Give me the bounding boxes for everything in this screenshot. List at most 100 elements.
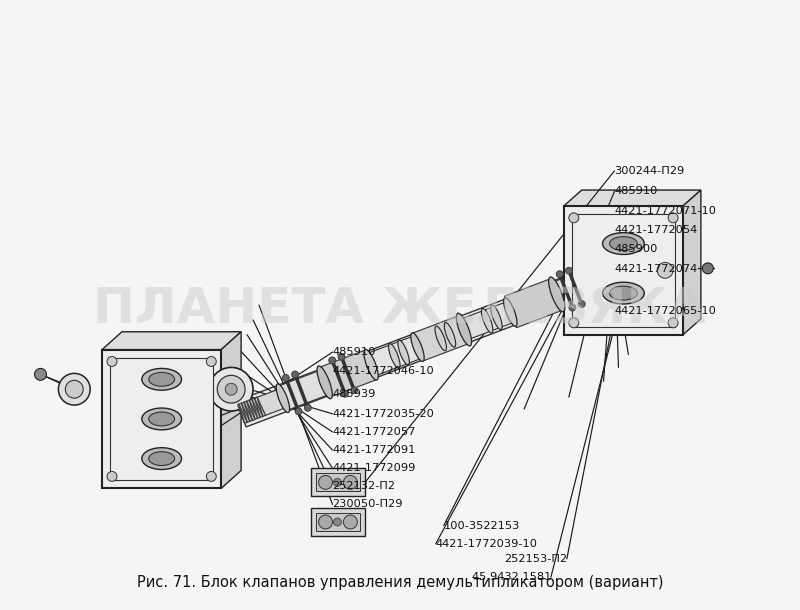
Bar — [110, 357, 214, 481]
Circle shape — [318, 515, 333, 529]
Circle shape — [295, 408, 302, 415]
Bar — [315, 473, 360, 491]
Circle shape — [318, 475, 333, 489]
Text: ПЛАНЕТА ЖЕЛЕЗЯКА: ПЛАНЕТА ЖЕЛЕЗЯКА — [94, 286, 706, 334]
Text: 485900: 485900 — [614, 245, 658, 254]
Ellipse shape — [602, 232, 644, 254]
Text: 4421-1772091: 4421-1772091 — [333, 445, 416, 455]
Text: 485910: 485910 — [333, 347, 376, 357]
Circle shape — [210, 367, 253, 411]
Ellipse shape — [389, 343, 400, 368]
Text: 4421-1772099: 4421-1772099 — [333, 463, 416, 473]
Polygon shape — [412, 316, 470, 361]
Ellipse shape — [142, 448, 182, 470]
Circle shape — [329, 357, 336, 364]
Circle shape — [206, 356, 216, 367]
Text: 252153-П2: 252153-П2 — [504, 554, 567, 564]
Circle shape — [66, 380, 83, 398]
Text: 485939: 485939 — [333, 389, 376, 399]
Circle shape — [342, 390, 349, 397]
Ellipse shape — [276, 384, 290, 412]
Circle shape — [218, 375, 245, 403]
Polygon shape — [236, 253, 638, 427]
Text: 4421-1772054: 4421-1772054 — [614, 225, 698, 235]
Circle shape — [343, 475, 358, 489]
Circle shape — [668, 318, 678, 328]
Ellipse shape — [149, 412, 174, 426]
Circle shape — [702, 263, 714, 274]
Text: Рис. 71. Блок клапанов управления демультипликатором (вариант): Рис. 71. Блок клапанов управления демуль… — [137, 575, 663, 590]
Circle shape — [569, 304, 576, 311]
Text: 4421-1772039-10: 4421-1772039-10 — [436, 539, 538, 549]
Text: 4421-1772074: 4421-1772074 — [614, 264, 698, 274]
Polygon shape — [367, 336, 422, 376]
Text: 4421-1772071-10: 4421-1772071-10 — [614, 206, 717, 216]
Circle shape — [668, 213, 678, 223]
Text: 4421-1772065-10: 4421-1772065-10 — [614, 306, 716, 316]
Polygon shape — [319, 350, 377, 397]
Bar — [102, 350, 222, 489]
Circle shape — [343, 515, 358, 529]
Polygon shape — [504, 279, 562, 328]
Circle shape — [334, 518, 342, 526]
Ellipse shape — [149, 372, 174, 386]
Polygon shape — [238, 389, 286, 423]
Ellipse shape — [149, 451, 174, 465]
Bar — [310, 508, 366, 536]
Circle shape — [206, 472, 216, 481]
Text: 4421-1772057: 4421-1772057 — [333, 427, 416, 437]
Circle shape — [338, 353, 345, 361]
Circle shape — [282, 375, 290, 381]
Bar — [572, 214, 675, 327]
Text: 252132-П2: 252132-П2 — [333, 481, 395, 491]
Text: 100-3522153: 100-3522153 — [444, 520, 520, 531]
Ellipse shape — [456, 313, 471, 346]
Ellipse shape — [504, 298, 517, 326]
Polygon shape — [102, 332, 241, 350]
Circle shape — [107, 356, 117, 367]
Circle shape — [58, 373, 90, 405]
Polygon shape — [278, 370, 330, 410]
Circle shape — [578, 301, 585, 307]
Text: 485910: 485910 — [614, 187, 658, 196]
Ellipse shape — [490, 305, 502, 329]
Text: 230050-П29: 230050-П29 — [333, 500, 403, 509]
Circle shape — [556, 271, 563, 278]
Polygon shape — [222, 332, 241, 489]
Bar — [315, 513, 360, 531]
Text: 4421-1772046-10: 4421-1772046-10 — [333, 367, 434, 376]
Ellipse shape — [586, 265, 601, 296]
Ellipse shape — [444, 323, 456, 347]
Polygon shape — [587, 249, 638, 297]
Ellipse shape — [482, 309, 493, 333]
Circle shape — [658, 262, 673, 278]
Ellipse shape — [142, 368, 182, 390]
Polygon shape — [564, 190, 701, 206]
Ellipse shape — [142, 408, 182, 430]
Polygon shape — [683, 190, 701, 335]
Ellipse shape — [411, 333, 424, 362]
Ellipse shape — [317, 366, 332, 399]
Ellipse shape — [549, 277, 565, 312]
Ellipse shape — [602, 282, 644, 304]
Ellipse shape — [435, 326, 446, 351]
Circle shape — [569, 213, 578, 223]
Bar — [564, 206, 683, 335]
Text: 45 9432 1581: 45 9432 1581 — [471, 572, 551, 582]
Bar — [310, 468, 366, 497]
Ellipse shape — [610, 237, 638, 251]
Text: 4421-1772035-20: 4421-1772035-20 — [333, 409, 434, 419]
Circle shape — [350, 387, 358, 393]
Ellipse shape — [622, 248, 640, 285]
Circle shape — [226, 383, 237, 395]
Circle shape — [334, 478, 342, 486]
Polygon shape — [460, 302, 514, 340]
Polygon shape — [552, 268, 598, 306]
Circle shape — [107, 472, 117, 481]
Ellipse shape — [398, 340, 410, 365]
Circle shape — [566, 267, 573, 274]
Ellipse shape — [610, 286, 638, 300]
Circle shape — [292, 371, 298, 378]
Circle shape — [34, 368, 46, 380]
Text: 300244-П29: 300244-П29 — [614, 166, 685, 176]
